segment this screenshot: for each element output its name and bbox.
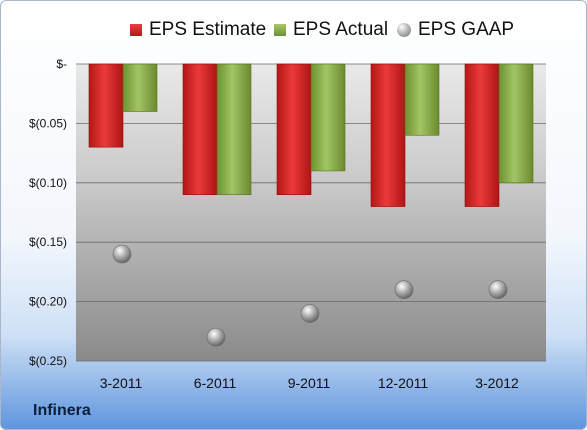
x-tick-label: 9-2011 <box>288 375 331 391</box>
y-tick-label: $(0.05) <box>29 116 67 130</box>
bar-eps-estimate <box>88 63 124 148</box>
point-eps-gaap <box>488 280 508 300</box>
bar-eps-actual <box>404 63 440 136</box>
bar-eps-estimate <box>182 63 218 195</box>
y-tick-label: $(0.15) <box>29 235 67 249</box>
bar-eps-actual <box>122 63 158 112</box>
legend-label-actual: EPS Actual <box>293 19 389 40</box>
x-tick-label: 3-2011 <box>100 375 143 391</box>
legend: EPS Estimate EPS Actual EPS GAAP <box>1 17 586 43</box>
bar-eps-actual <box>498 63 534 184</box>
legend-label-estimate: EPS Estimate <box>149 19 267 40</box>
point-eps-gaap <box>394 280 414 300</box>
y-tick-label: $(0.25) <box>29 354 67 368</box>
bar-eps-estimate <box>464 63 500 207</box>
x-tick-label: 12-2011 <box>378 375 429 391</box>
point-eps-gaap <box>206 327 226 347</box>
x-tick-label: 6-2011 <box>194 375 237 391</box>
legend-item-eps-gaap: EPS GAAP <box>397 17 514 43</box>
legend-label-gaap: EPS GAAP <box>418 19 515 40</box>
bar-eps-estimate <box>370 63 406 207</box>
x-tick-label: 3-2012 <box>475 375 519 391</box>
point-eps-gaap <box>300 304 320 323</box>
bar-eps-actual <box>310 63 346 172</box>
point-eps-gaap <box>112 244 132 264</box>
y-tick-label: $(0.10) <box>29 176 67 190</box>
legend-item-eps-estimate: EPS Estimate <box>130 17 266 43</box>
legend-swatch-gaap <box>397 23 411 37</box>
y-tick-label: $(0.20) <box>29 295 67 309</box>
y-tick-label: $- <box>56 57 67 71</box>
legend-swatch-actual <box>274 24 286 36</box>
bar-eps-estimate <box>276 63 312 195</box>
company-name: Infinera <box>33 402 91 419</box>
legend-swatch-estimate <box>130 24 142 36</box>
bar-eps-actual <box>216 63 252 195</box>
legend-item-eps-actual: EPS Actual <box>274 17 388 43</box>
